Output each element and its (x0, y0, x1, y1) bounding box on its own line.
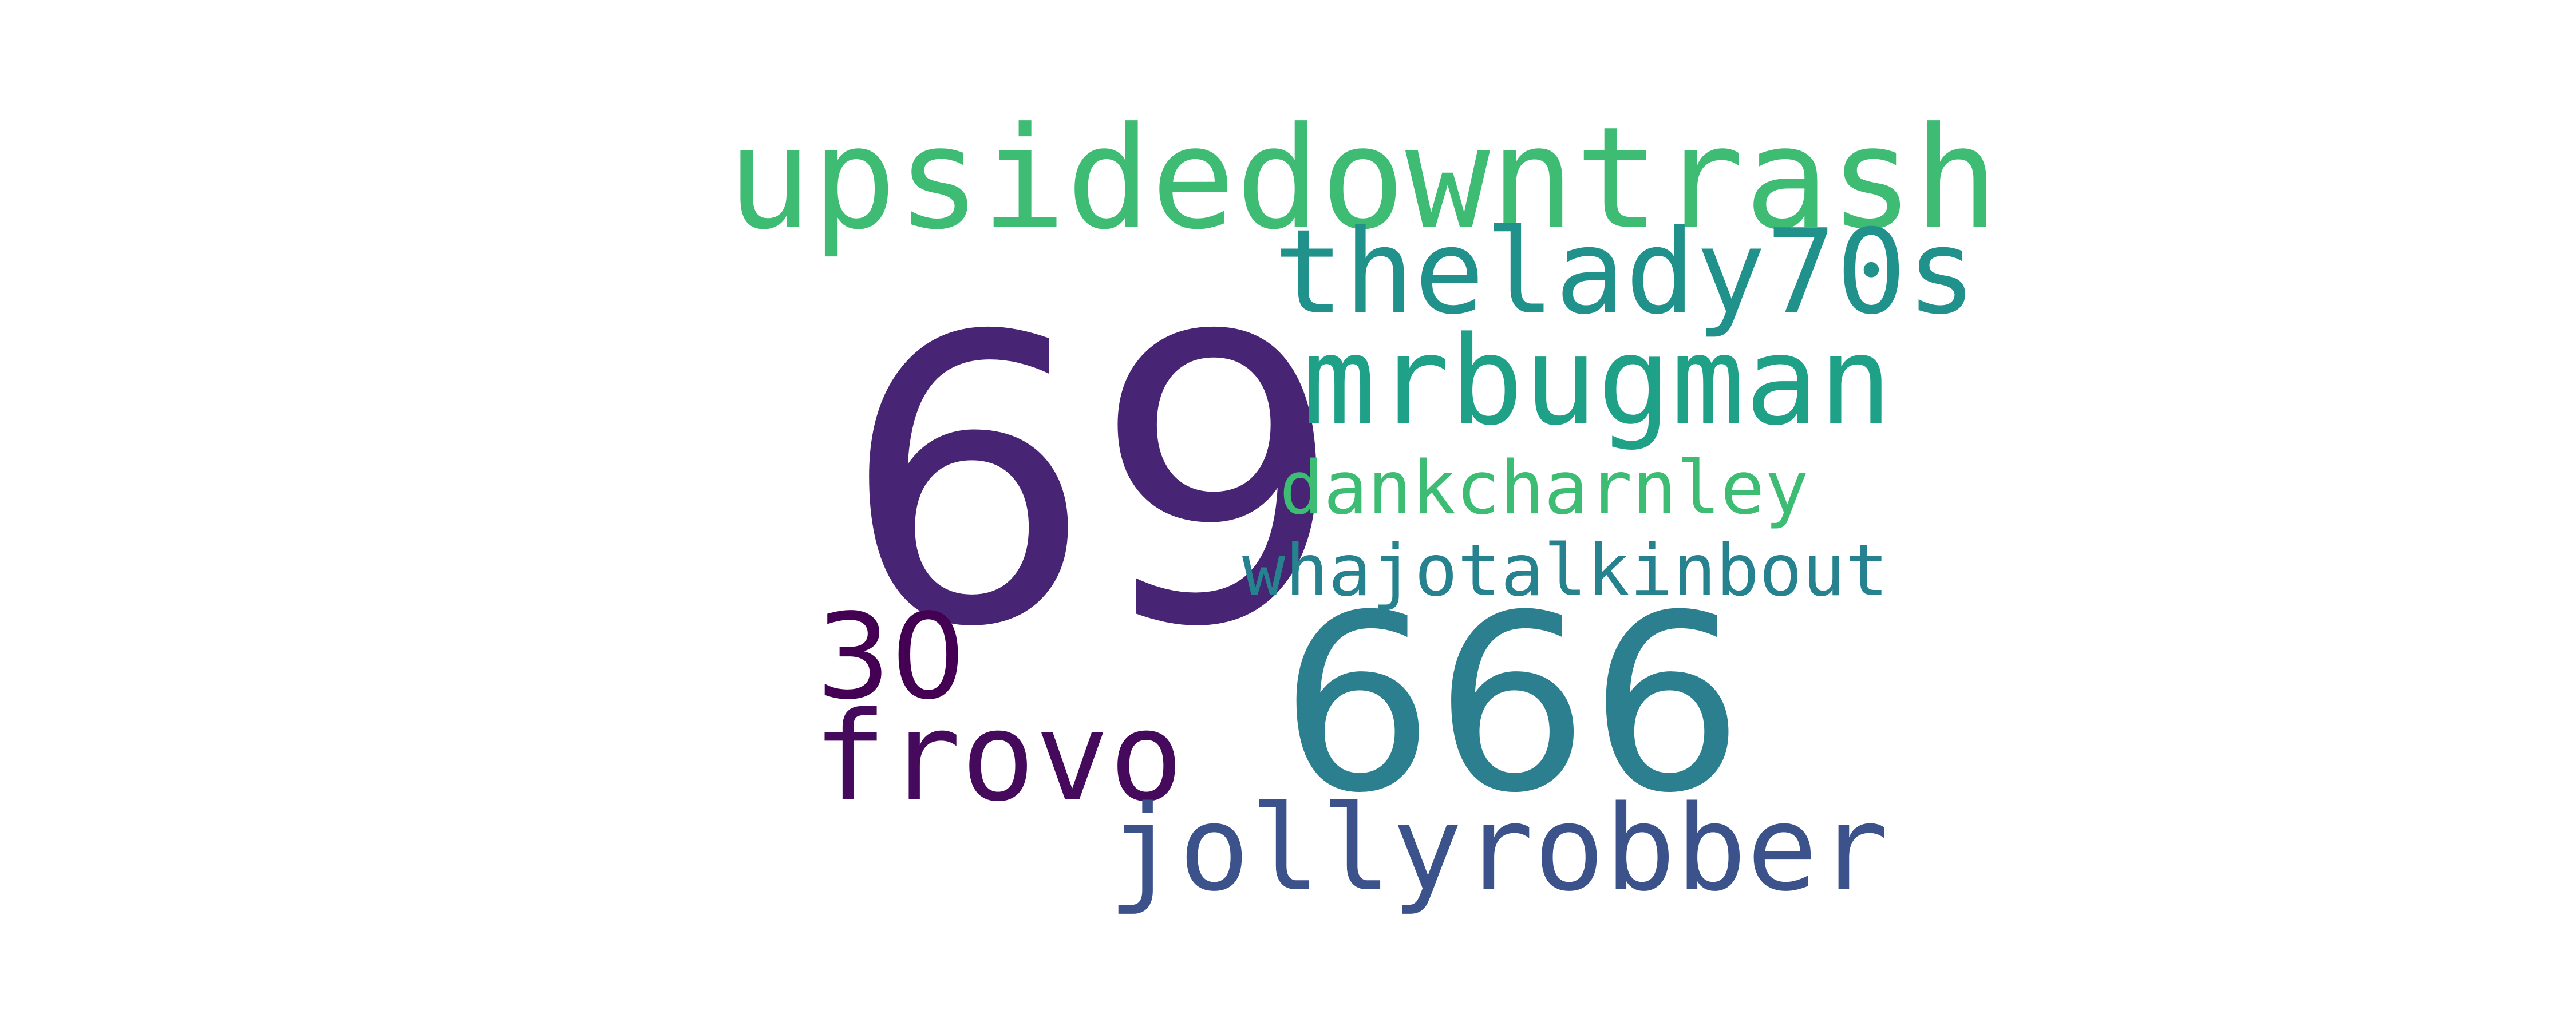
word-thelady70s: thelady70s (1274, 205, 1977, 340)
word-jollyrobber: jollyrobber (1108, 780, 1889, 917)
word-69: 69 (841, 253, 1344, 713)
word-upsidedowntrash: upsidedowntrash (727, 97, 1999, 261)
word-frovo: frovo (813, 685, 1184, 829)
word-mrbugman: mrbugman (1302, 310, 1893, 453)
word-666: 666 (1279, 564, 1744, 846)
word-dankcharnley: dankcharnley (1279, 446, 1809, 531)
word-whajotalkinbout: whajotalkinbout (1242, 529, 1888, 612)
word-30: 30 (816, 588, 966, 726)
